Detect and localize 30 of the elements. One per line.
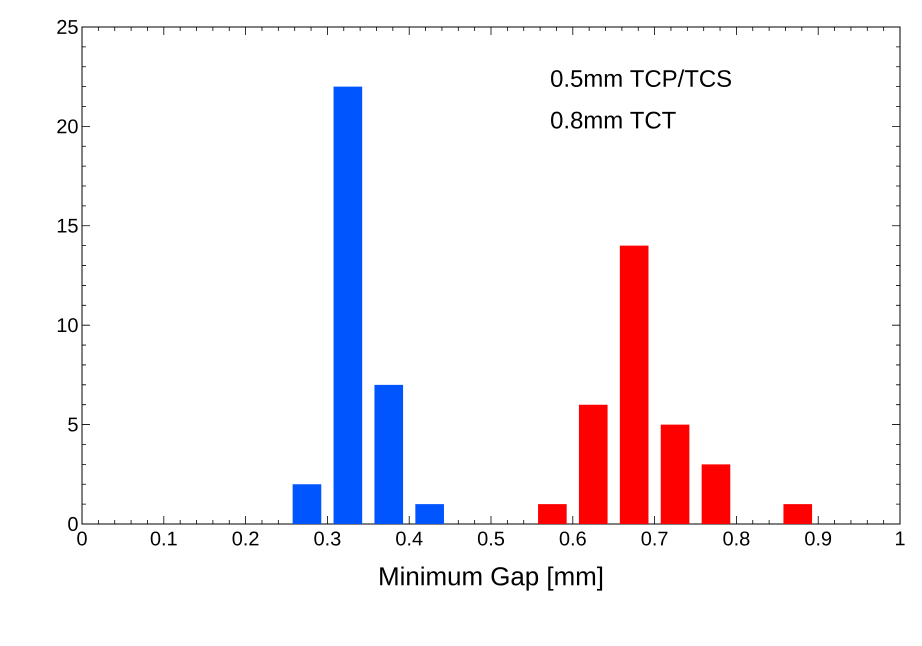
x-tick-label: 0.3 (314, 532, 340, 546)
x-tick-label: 0.1 (150, 532, 177, 546)
bar (702, 464, 730, 524)
x-tick-label: 1 (896, 532, 905, 546)
x-axis-title: Minimum Gap [mm] (380, 566, 602, 591)
bar (620, 246, 648, 524)
x-tick-label: 0.5 (478, 532, 504, 546)
y-tick-label: 20 (57, 119, 78, 134)
bar (538, 504, 567, 524)
x-tick-label: 0.7 (642, 532, 668, 546)
bar (374, 384, 404, 524)
bar (578, 404, 608, 524)
y-tick-label: 25 (57, 20, 78, 34)
x-tick-label: 0.6 (560, 532, 586, 546)
bar (415, 504, 444, 524)
x-tick-label: 0.9 (805, 532, 832, 546)
x-tick-label: 0.4 (396, 532, 422, 546)
annotation: 0.5mm TCP/TCS (551, 69, 731, 87)
x-tick-label: 0.8 (723, 532, 750, 546)
y-tick-label: 15 (58, 218, 78, 233)
y-tick-label: 10 (58, 318, 78, 332)
bar (292, 484, 322, 524)
bar (660, 424, 690, 524)
y-tick-label: 0 (68, 516, 78, 532)
x-tick-label: 0 (77, 532, 87, 546)
bar (334, 86, 362, 524)
y-tick-label: 5 (68, 418, 78, 432)
x-tick-label: 0.2 (232, 532, 258, 546)
bar (783, 504, 812, 524)
annotation: 0.8mm TCT (551, 112, 676, 129)
